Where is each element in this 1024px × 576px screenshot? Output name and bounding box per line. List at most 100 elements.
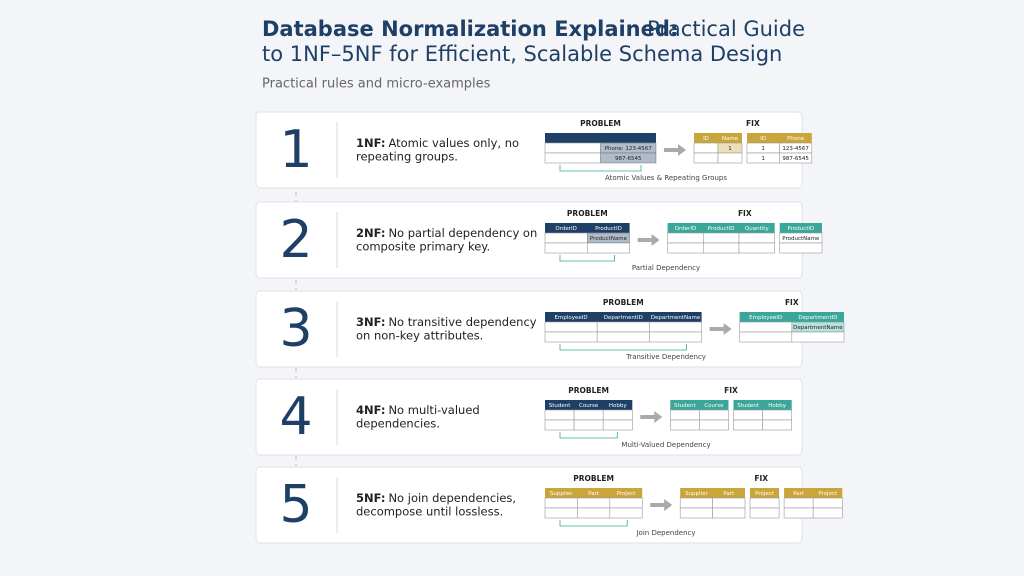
step-label: 5NF: [356, 491, 385, 505]
table-header [545, 223, 630, 233]
subtitle: Practical rules and micro-examples [262, 77, 491, 92]
table-cell [596, 331, 650, 343]
title: Practical Guide [647, 17, 805, 41]
table-cell [749, 507, 780, 519]
table-cell [739, 331, 793, 343]
step-number: 4 [279, 387, 312, 447]
table-header-text: Name [722, 136, 739, 142]
table-cell-text: ProductName [782, 236, 820, 242]
table-header-text: ID [703, 136, 709, 142]
problem-label: PROBLEM [568, 386, 609, 395]
table-header-text: Part [793, 491, 805, 497]
card [255, 378, 803, 456]
table-cell [812, 507, 843, 519]
table-cell [577, 497, 611, 509]
fix-label: FIX [738, 209, 752, 218]
table-header-text: Student [674, 403, 696, 409]
table-header-text: DepartmentID [798, 315, 837, 321]
step-text: on non-key attributes. [356, 329, 483, 343]
table-cell [544, 497, 578, 509]
table-cell-highlight [600, 153, 656, 163]
table-cell [602, 419, 633, 431]
table-cell [738, 242, 776, 254]
table-cell-text: 1 [761, 146, 765, 152]
table-cell [544, 419, 575, 431]
table-cell-text: 987-6545 [782, 156, 809, 162]
table-cell-highlight [718, 143, 742, 153]
table-cell [573, 419, 604, 431]
step-number: 5 [279, 475, 312, 535]
title: to 1NF–5NF for Efficient, Scalable Schem… [262, 42, 782, 66]
fix-label: FIX [724, 386, 738, 395]
table-cell [762, 419, 792, 431]
table-cell [733, 409, 763, 421]
step-label: 3NF: [356, 315, 385, 329]
table-header [545, 312, 702, 322]
table-cell [749, 497, 780, 509]
step-number: 2 [279, 210, 312, 270]
table-cell [669, 409, 700, 421]
step-text: 2NF: No partial dependency on [356, 226, 537, 240]
table-cell-text: 987-6545 [615, 156, 642, 162]
step-text: composite primary key. [356, 240, 490, 254]
fix-label: FIX [785, 298, 799, 307]
step-text: No transitive dependency [388, 315, 536, 329]
table-cell [667, 242, 704, 254]
fix-label: FIX [754, 474, 768, 483]
table-cell [779, 242, 823, 254]
step-label: 4NF: [356, 403, 385, 417]
table-cell-highlight [587, 233, 630, 243]
table-header [747, 133, 812, 143]
table-cell-text: 1 [728, 146, 732, 152]
table-cell-highlight [600, 143, 656, 153]
step-number: 1 [279, 120, 312, 180]
table-cell [573, 409, 604, 421]
table-cell [693, 142, 719, 154]
table-cell [733, 419, 763, 431]
table-cell-highlight [791, 322, 844, 332]
table-cell [544, 152, 601, 164]
table-cell [699, 419, 729, 431]
step-label: 2NF: [356, 226, 385, 240]
table-cell [544, 507, 578, 519]
table-header-text: ID [760, 136, 766, 142]
step-text: 1NF: Atomic values only, no [356, 136, 519, 150]
table-cell [783, 507, 814, 519]
table-cell [544, 321, 598, 333]
table-header [667, 223, 775, 233]
table-cell [783, 497, 814, 509]
table-header [739, 312, 844, 322]
table-header [680, 488, 745, 498]
step-text: 4NF: No multi-valued [356, 403, 480, 417]
table-cell [693, 152, 719, 164]
step-text: No partial dependency on [388, 226, 537, 240]
table-header-text: ProductID [595, 226, 622, 232]
caption: Multi-Valued Dependency [621, 441, 710, 449]
dependency-bracket [559, 165, 642, 172]
arrow [637, 234, 660, 246]
title-bold: Database Normalization Explained: [262, 17, 678, 41]
table-cell [544, 142, 601, 154]
problem-label: PROBLEM [567, 209, 608, 218]
table-cell [679, 497, 713, 509]
table-header-text: Part [588, 491, 600, 497]
table-header-text: OrderID [555, 226, 577, 232]
table-cell [649, 331, 702, 343]
table-header-text: EmployeeID [555, 315, 588, 321]
step-text: No multi-valued [388, 403, 479, 417]
table-cell [812, 497, 843, 509]
arrow [640, 411, 663, 423]
caption: Join Dependency [635, 529, 695, 537]
table-header-text: OrderID [675, 226, 697, 232]
table-header-text: Hobby [609, 403, 627, 409]
step-label: 1NF: [356, 136, 385, 150]
problem-label: PROBLEM [580, 119, 621, 128]
table-cell [544, 242, 588, 254]
table-cell [609, 507, 643, 519]
arrow [709, 323, 732, 335]
table-header-text: Project [818, 491, 838, 497]
table-header [545, 133, 656, 143]
step-text: Atomic values only, no [388, 136, 519, 150]
table-header-text: ProductID [787, 226, 814, 232]
